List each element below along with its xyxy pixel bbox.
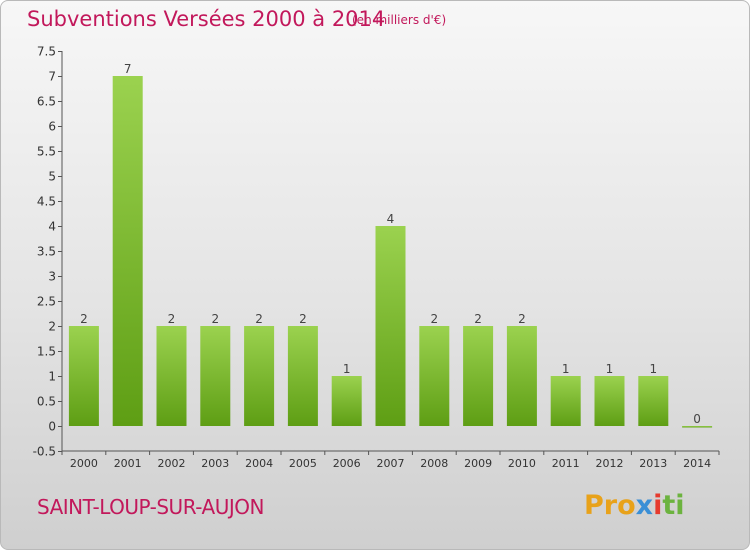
bar-value-label: 2 [211, 312, 219, 326]
bar-value-label: 7 [124, 62, 132, 76]
bar-value-label: 1 [649, 362, 657, 376]
commune-name: SAINT-LOUP-SUR-AUJON [37, 495, 264, 519]
x-tick-label: 2013 [639, 457, 667, 470]
x-tick-label: 2007 [377, 457, 405, 470]
x-tick-label: 2006 [333, 457, 361, 470]
y-tick-label: 3.5 [37, 245, 56, 259]
bar [594, 376, 625, 426]
x-tick-label: 2010 [508, 457, 536, 470]
bar [156, 326, 187, 426]
bar-value-label: 2 [255, 312, 263, 326]
chart-title: Subventions Versées 2000 à 2014 [27, 7, 386, 31]
bar [287, 326, 318, 426]
bar-value-label: 4 [387, 212, 395, 226]
bar-value-label: 0 [693, 412, 701, 426]
y-tick-label: 5.5 [37, 145, 56, 159]
y-tick-label: 3 [48, 270, 56, 284]
x-tick-label: 2008 [420, 457, 448, 470]
bar [419, 326, 450, 426]
x-tick-label: 2004 [245, 457, 273, 470]
y-tick-label: 6 [48, 120, 56, 134]
bar [68, 326, 99, 426]
y-tick-label: 0 [48, 420, 56, 434]
y-tick-label: 2 [48, 320, 56, 334]
y-tick-label: 7 [48, 70, 56, 84]
x-tick-label: 2009 [464, 457, 492, 470]
bar [200, 326, 231, 426]
logo-part-4: ti [662, 490, 685, 521]
bar [638, 376, 669, 426]
bar [375, 226, 406, 426]
y-tick-label: 4.5 [37, 195, 56, 209]
y-tick-label: 0.5 [37, 395, 56, 409]
x-tick-label: 2003 [201, 457, 229, 470]
bar [506, 326, 537, 426]
x-tick-label: 2012 [596, 457, 624, 470]
x-tick-label: 2000 [70, 457, 98, 470]
bar [463, 326, 494, 426]
bar [682, 426, 713, 428]
bar-value-label: 2 [80, 312, 88, 326]
y-tick-label: 5 [48, 170, 56, 184]
bar-value-label: 1 [606, 362, 614, 376]
bar-value-label: 2 [474, 312, 482, 326]
bar [244, 326, 275, 426]
bar-value-label: 2 [168, 312, 176, 326]
x-tick-label: 2001 [114, 457, 142, 470]
bar-value-label: 1 [343, 362, 351, 376]
y-tick-label: 2.5 [37, 295, 56, 309]
bar-value-label: 2 [430, 312, 438, 326]
logo-part-3: i [653, 490, 663, 521]
bar-value-label: 1 [562, 362, 570, 376]
logo-part-2: x [635, 490, 654, 521]
x-tick-label: 2002 [158, 457, 186, 470]
chart-unit-label: (en milliers d'€) [352, 13, 447, 27]
logo-part-1: Pro [584, 490, 636, 521]
y-tick-label: 4 [48, 220, 56, 234]
bar [331, 376, 362, 426]
x-tick-label: 2005 [289, 457, 317, 470]
y-tick-label: 7.5 [37, 45, 56, 59]
proxiti-logo: Proxiti [584, 490, 685, 521]
y-tick-label: 1 [48, 370, 56, 384]
bar-value-label: 2 [299, 312, 307, 326]
y-tick-label: -0.5 [33, 445, 56, 459]
x-tick-label: 2014 [683, 457, 711, 470]
bar [550, 376, 581, 426]
bar [112, 76, 143, 426]
bar-value-label: 2 [518, 312, 526, 326]
y-tick-label: 6.5 [37, 95, 56, 109]
y-tick-label: 1.5 [37, 345, 56, 359]
x-tick-label: 2011 [552, 457, 580, 470]
